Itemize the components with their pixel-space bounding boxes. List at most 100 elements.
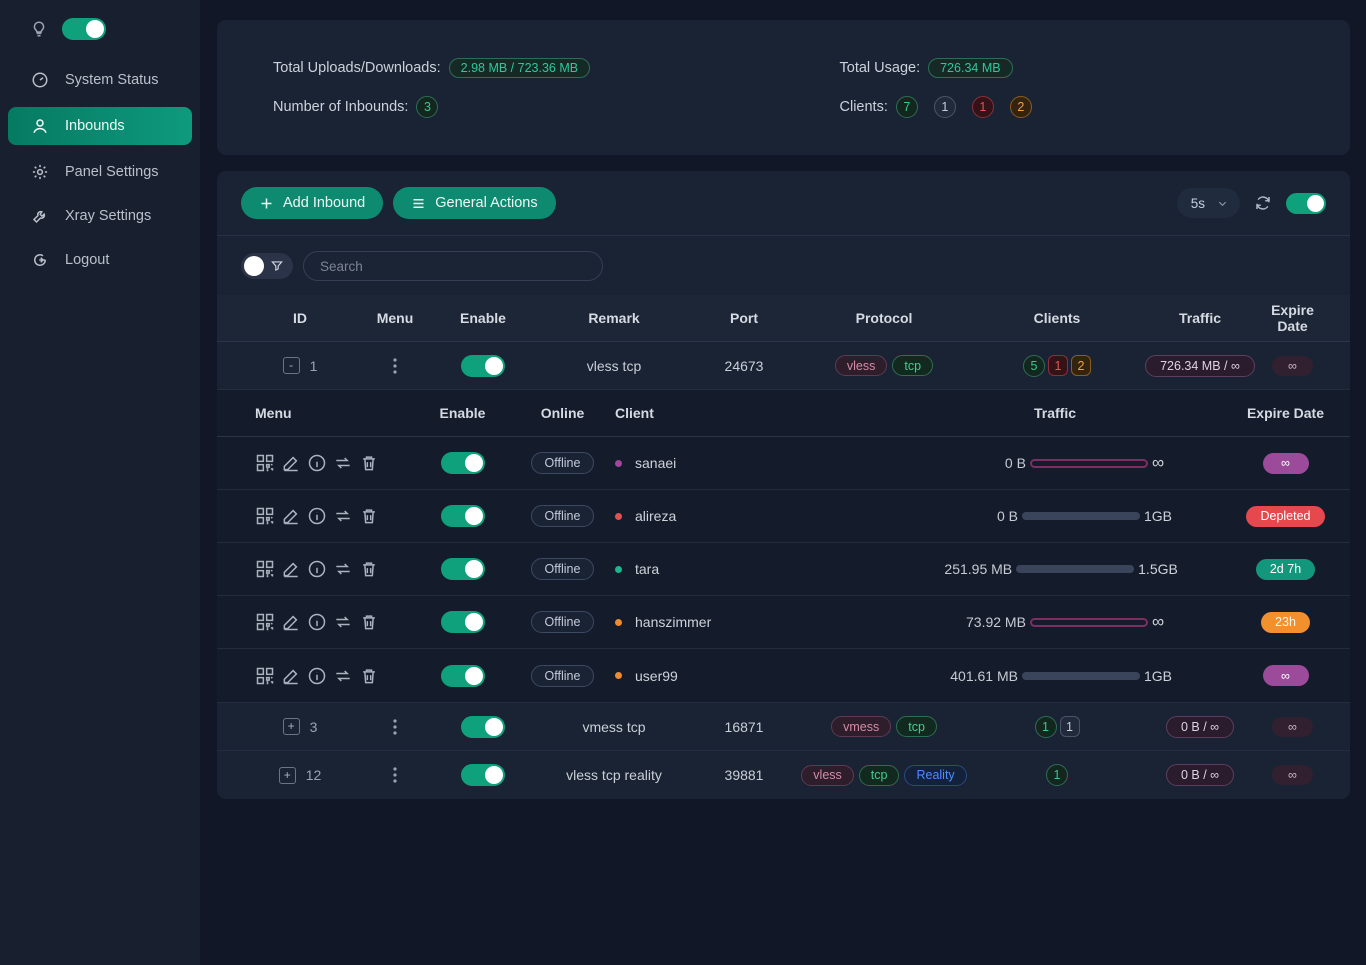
filter-toggle[interactable] [241,253,293,279]
toolbar: Add Inbound General Actions 5s [217,171,1350,235]
sidebar-item-panel-settings[interactable]: Panel Settings [0,150,200,194]
qrcode-icon[interactable] [255,506,275,526]
menu-lines-icon [411,196,426,211]
inbound-row: - 1 vless tcp 24673 vless tcp 5 1 2 726.… [217,342,1350,390]
client-enable-toggle[interactable] [440,611,485,633]
delete-icon[interactable] [359,666,379,686]
expire-badge: ∞ [1272,765,1313,785]
edit-icon[interactable] [281,666,301,686]
client-row: Offline hanszimmer 73.92 MB ∞ 23h [217,596,1350,649]
protocol-badge: tcp [892,355,934,376]
inbound-remark: vless tcp reality [566,767,662,783]
edit-icon[interactable] [281,506,301,526]
theme-row [0,18,200,58]
delete-icon[interactable] [359,506,379,526]
delete-icon[interactable] [359,453,379,473]
col-enable: Enable [439,405,486,421]
expire-badge: 2d 7h [1255,558,1316,580]
add-inbound-label: Add Inbound [283,195,366,211]
row-menu-button[interactable] [359,718,431,735]
edit-icon[interactable] [281,612,301,632]
collapse-button[interactable]: - [282,357,300,374]
col-protocol: Protocol [855,310,913,326]
reset-traffic-icon[interactable] [333,612,353,632]
info-icon[interactable] [307,612,327,632]
client-row: Offline sanaei 0 B ∞ ∞ [217,437,1350,490]
expire-badge: ∞ [1272,716,1313,737]
sidebar-item-label: Xray Settings [65,208,152,224]
protocol-badge: tcp [896,716,937,737]
sidebar: System Status Inbounds Panel Settings Xr… [0,0,200,965]
client-color-dot [615,618,622,626]
traffic-bar [1029,458,1148,468]
edit-icon[interactable] [281,559,301,579]
reset-traffic-icon[interactable] [333,506,353,526]
sidebar-item-xray-settings[interactable]: Xray Settings [0,194,200,238]
client-enable-toggle[interactable] [440,558,485,580]
protocol-badge: vless [801,764,854,786]
filter-toggle-knob [244,256,264,276]
info-icon[interactable] [307,453,327,473]
traffic-bar [1021,512,1140,520]
reset-traffic-icon[interactable] [333,666,353,686]
stats-left: Total Uploads/Downloads: 2.98 MB / 723.3… [217,57,784,118]
delete-icon[interactable] [359,612,379,632]
qrcode-icon[interactable] [255,559,275,579]
client-table: Menu Enable Online Client Traffic Expire… [217,390,1350,703]
add-inbound-button[interactable]: Add Inbound [241,187,384,219]
col-online: Online [540,405,585,421]
client-name: alireza [635,508,677,524]
stat-label: Total Usage: [839,59,921,76]
sidebar-item-label: Inbounds [65,118,125,134]
inbound-id: 3 [309,718,318,735]
expand-button[interactable]: + [278,766,296,784]
traffic-total: ∞ [1151,453,1165,472]
expire-badge: ∞ [1262,665,1309,686]
edit-icon[interactable] [281,453,301,473]
inbound-enable-toggle[interactable] [461,354,505,377]
col-expire-date: Expire Date [1246,405,1325,421]
online-status-badge: Offline [530,505,595,527]
expand-button[interactable]: + [282,718,300,735]
col-remark: Remark [588,310,640,326]
refresh-icon[interactable] [1254,194,1272,212]
col-enable: Enable [460,310,506,326]
row-menu-button[interactable] [359,357,431,374]
sidebar-item-inbounds[interactable]: Inbounds [8,107,192,145]
protocol-badge: tcp [858,764,900,786]
delete-icon[interactable] [359,559,379,579]
reset-traffic-icon[interactable] [333,453,353,473]
inbound-remark: vmess tcp [582,718,646,735]
client-row: Offline alireza 0 B 1GB Depleted [217,490,1350,543]
inbound-id: 1 [309,357,318,374]
qrcode-icon[interactable] [255,453,275,473]
info-icon[interactable] [307,506,327,526]
row-menu-button[interactable] [359,767,431,783]
refresh-interval-select[interactable]: 5s [1176,188,1240,218]
client-enable-toggle[interactable] [440,505,485,527]
expire-badge: ∞ [1272,355,1313,376]
sidebar-item-logout[interactable]: Logout [0,238,200,282]
theme-toggle[interactable] [62,18,106,40]
reset-traffic-icon[interactable] [333,559,353,579]
info-icon[interactable] [307,666,327,686]
inbound-port: 16871 [724,718,764,735]
inbound-enable-toggle[interactable] [461,764,505,786]
client-enable-toggle[interactable] [440,664,485,687]
info-icon[interactable] [307,559,327,579]
sidebar-item-system-status[interactable]: System Status [0,58,200,102]
search-input[interactable] [303,251,603,281]
expire-badge: ∞ [1262,452,1309,474]
general-actions-button[interactable]: General Actions [393,187,556,219]
traffic-total: 1.5GB [1138,561,1178,577]
client-enable-toggle[interactable] [440,452,485,474]
traffic-used: 0 B [996,508,1018,524]
qrcode-icon[interactable] [255,612,275,632]
col-traffic: Traffic [1033,405,1076,421]
auto-refresh-toggle[interactable] [1286,192,1326,214]
inbound-enable-toggle[interactable] [461,715,505,738]
clients-count-badge: 5 [1023,354,1045,377]
clients-count-badge: 1 [1059,716,1080,737]
sidebar-item-label: Logout [65,252,110,268]
qrcode-icon[interactable] [255,666,275,686]
